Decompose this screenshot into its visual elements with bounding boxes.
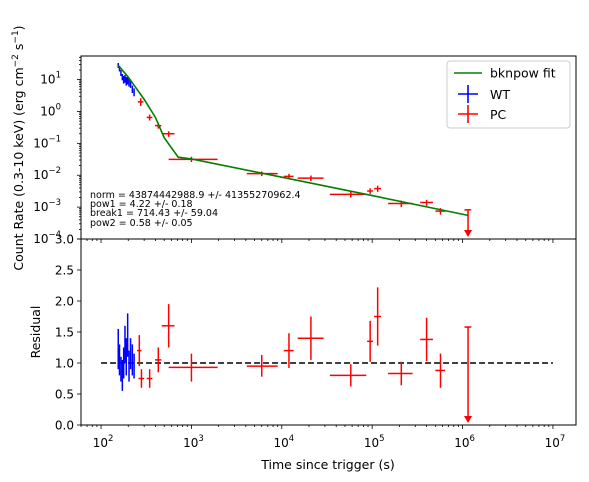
legend-fit-label: bknpow fit bbox=[490, 66, 556, 81]
y-tick-label: 2.0 bbox=[55, 295, 74, 309]
data-point-pc bbox=[374, 287, 381, 346]
data-point-pc bbox=[168, 353, 218, 382]
data-point-pc bbox=[137, 335, 142, 367]
data-point-wt bbox=[129, 338, 132, 370]
annotation-pow2: pow2 = 0.58 +/- 0.05 bbox=[90, 218, 193, 229]
data-point-wt bbox=[128, 78, 130, 87]
y-tick-label: 100 bbox=[40, 102, 61, 118]
data-point-pc bbox=[246, 354, 278, 377]
residual-x-ticks: 102 103 104 105 106 107 bbox=[80, 425, 566, 450]
data-point-pc bbox=[367, 188, 373, 194]
y-label-sup2: −1 bbox=[11, 30, 21, 43]
data-point-wt bbox=[122, 347, 125, 379]
data-point-wt bbox=[121, 73, 124, 81]
y-tick-label: 10−3 bbox=[33, 198, 61, 214]
data-point-pc bbox=[146, 114, 153, 121]
x-tick-label: 107 bbox=[545, 434, 566, 450]
y-tick-label: 2.5 bbox=[55, 264, 74, 278]
y-label-main: Count Rate (0.3-10 keV) (erg cm bbox=[11, 67, 26, 270]
data-point-wt bbox=[131, 344, 134, 376]
y-tick-label: 10−2 bbox=[33, 166, 61, 182]
x-tick-label: 105 bbox=[364, 434, 385, 450]
residual-y-axis-label: Residual bbox=[28, 306, 43, 359]
y-label-end: ) bbox=[11, 25, 26, 30]
data-point-wt bbox=[133, 88, 135, 97]
data-point-pc bbox=[435, 353, 446, 388]
legend-box bbox=[446, 60, 571, 129]
annotation-norm: norm = 43874442988.9 +/- 41355270962.4 bbox=[90, 190, 301, 201]
data-point-wt bbox=[124, 74, 126, 83]
data-point-pc bbox=[420, 317, 433, 362]
data-point-pc bbox=[161, 304, 175, 348]
y-label-mid: s bbox=[11, 44, 26, 55]
data-point-wt bbox=[117, 328, 120, 370]
data-point-wt bbox=[133, 353, 135, 379]
fit-parameter-annotations: norm = 43874442988.9 +/- 41355270962.4 p… bbox=[90, 190, 301, 229]
legend-pc-swatch bbox=[458, 105, 478, 123]
x-tick-label: 104 bbox=[273, 434, 294, 450]
y-label-sup1: −2 bbox=[11, 54, 21, 67]
data-point-wt bbox=[126, 313, 129, 357]
y-tick-label: 101 bbox=[40, 71, 61, 87]
data-point-pc bbox=[464, 326, 473, 423]
data-point-wt bbox=[121, 359, 124, 391]
legend-pc-label: PC bbox=[490, 107, 507, 122]
data-point-wt bbox=[128, 350, 130, 382]
data-point-wt bbox=[122, 75, 125, 84]
residual-series-layer bbox=[117, 287, 473, 423]
y-tick-label: 0.5 bbox=[55, 388, 74, 402]
legend-wt-label: WT bbox=[490, 87, 510, 102]
fit-curve-layer bbox=[117, 64, 469, 217]
data-point-wt bbox=[118, 344, 121, 376]
data-point-wt bbox=[124, 325, 126, 363]
data-point-pc bbox=[329, 191, 367, 198]
y-tick-label: 10−1 bbox=[33, 134, 61, 150]
light-curve-y-ticks: 10−4 10−3 10−2 10−1 100 101 bbox=[33, 56, 81, 246]
x-tick-label: 106 bbox=[454, 434, 475, 450]
data-point-wt bbox=[125, 338, 127, 376]
x-axis-label: Time since trigger (s) bbox=[260, 457, 394, 472]
data-point-pc bbox=[297, 175, 324, 181]
data-point-pc bbox=[154, 347, 162, 373]
data-point-pc bbox=[283, 333, 294, 368]
y-tick-label: 0.0 bbox=[55, 419, 74, 433]
data-point-pc bbox=[329, 364, 367, 387]
light-curve-x-ticks bbox=[80, 239, 554, 243]
data-point-pc bbox=[388, 361, 413, 386]
x-tick-label: 102 bbox=[93, 434, 114, 450]
y-tick-label: 10−4 bbox=[33, 230, 61, 246]
light-curve-panel: norm = 43874442988.9 +/- 41355270962.4 p… bbox=[33, 55, 577, 246]
data-point-pc bbox=[297, 316, 324, 360]
residual-y-ticks: 0.0 0.5 1.0 1.5 2.0 2.5 3.0 bbox=[55, 233, 81, 433]
data-point-pc bbox=[161, 131, 175, 137]
y-tick-label: 1.5 bbox=[55, 326, 74, 340]
data-point-pc bbox=[420, 199, 433, 206]
data-point-wt bbox=[120, 70, 122, 76]
x-tick-label: 103 bbox=[183, 434, 204, 450]
data-point-pc bbox=[138, 369, 145, 388]
data-point-pc bbox=[146, 369, 153, 388]
y-tick-label: 1.0 bbox=[55, 357, 74, 371]
light-curve-y-axis-label: Count Rate (0.3-10 keV) (erg cm−2 s−1) bbox=[11, 25, 26, 270]
data-point-pc bbox=[374, 185, 381, 192]
legend-wt-swatch bbox=[458, 85, 478, 103]
data-point-pc bbox=[367, 320, 373, 362]
data-point-wt bbox=[120, 356, 122, 382]
data-point-pc bbox=[137, 98, 144, 106]
residual-axes-frame bbox=[80, 238, 577, 426]
data-point-pc bbox=[464, 209, 473, 237]
data-point-wt bbox=[125, 77, 127, 86]
legend: bknpow fit WT PC bbox=[446, 60, 571, 129]
y-tick-label: 3.0 bbox=[55, 233, 74, 247]
fit-curve bbox=[117, 64, 469, 217]
residual-panel: 0.0 0.5 1.0 1.5 2.0 2.5 3.0 102 103 104 105 106 107 bbox=[55, 233, 577, 450]
annotation-pow1: pow1 = 4.22 +/- 0.18 bbox=[90, 199, 193, 210]
data-point-wt bbox=[131, 85, 134, 93]
annotation-break1: break1 = 714.43 +/- 59.04 bbox=[90, 208, 218, 219]
